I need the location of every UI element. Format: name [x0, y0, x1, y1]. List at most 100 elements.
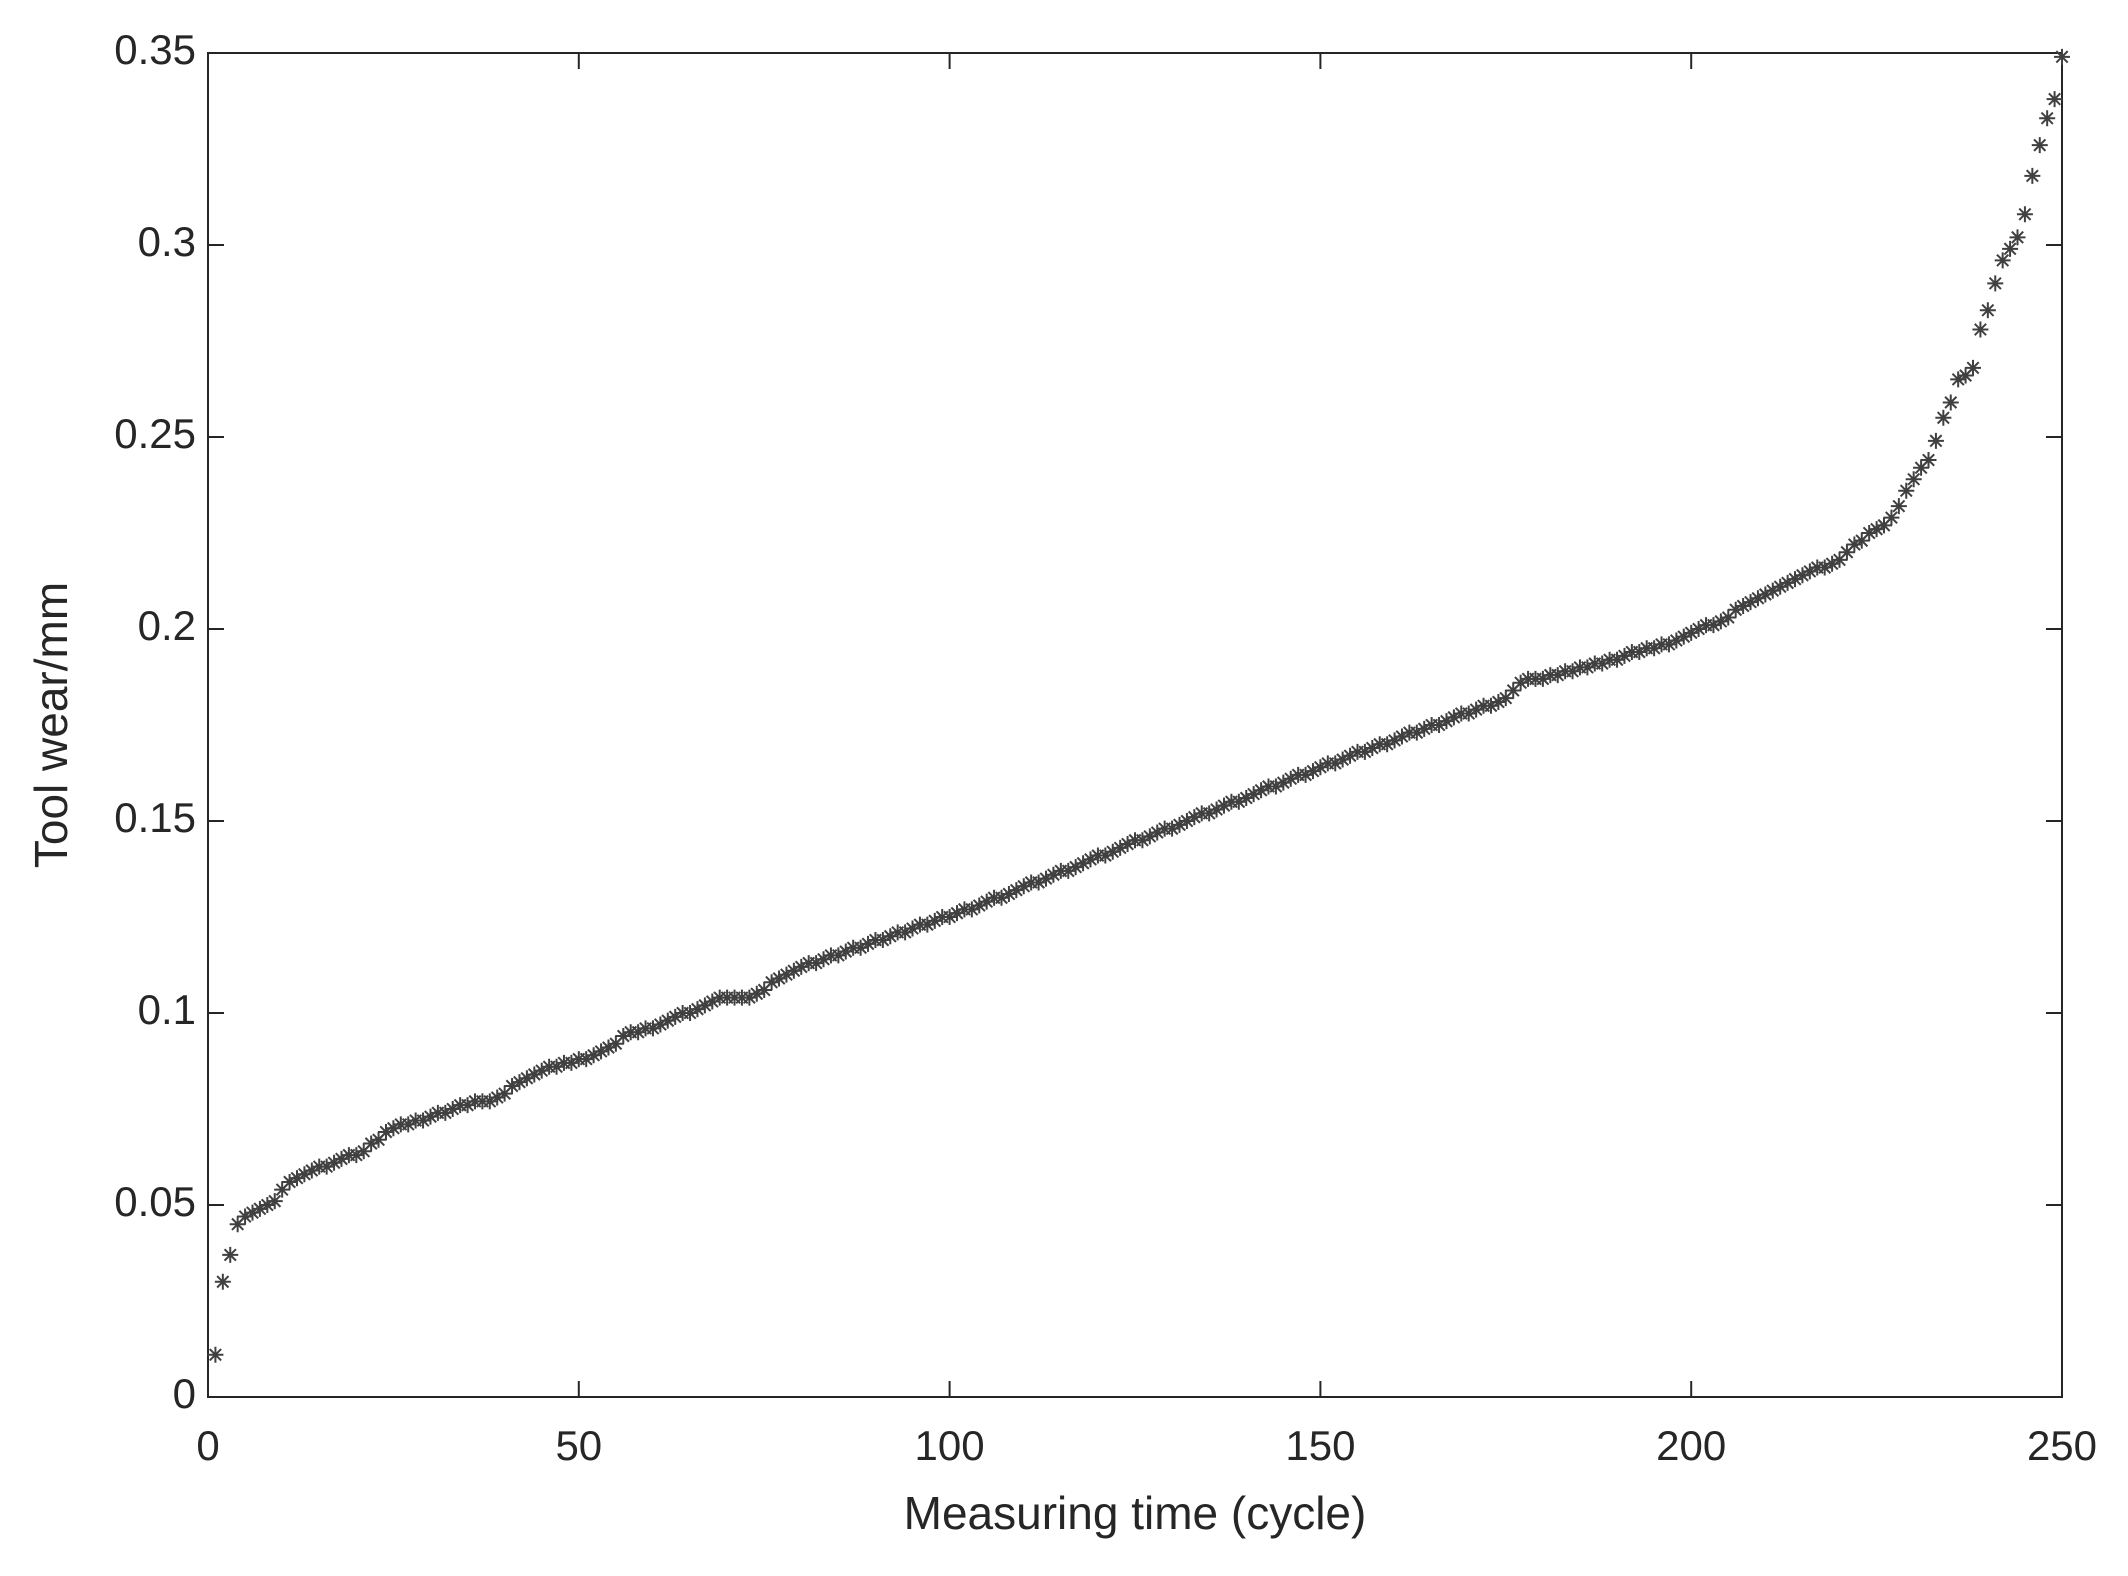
y-tick-label: 0.05	[114, 1178, 196, 1225]
point	[1898, 482, 1915, 499]
point	[1942, 394, 1959, 411]
point	[593, 1043, 610, 1060]
x-axis-label: Measuring time (cycle)	[904, 1487, 1367, 1539]
point	[400, 1116, 417, 1133]
point	[1334, 751, 1351, 768]
point	[1171, 816, 1188, 833]
point	[1149, 824, 1166, 841]
point	[1727, 601, 1744, 618]
point	[644, 1020, 661, 1037]
point	[1824, 555, 1841, 572]
point	[652, 1016, 669, 1033]
point	[2009, 229, 2026, 246]
point	[526, 1066, 543, 1083]
point	[1927, 432, 1944, 449]
point	[1364, 740, 1381, 757]
point	[1067, 859, 1084, 876]
point	[281, 1173, 298, 1190]
point	[1972, 321, 1989, 338]
point	[377, 1124, 394, 1141]
point	[1764, 582, 1781, 599]
point	[318, 1158, 335, 1175]
point	[1468, 701, 1485, 718]
point	[1683, 624, 1700, 641]
point	[1609, 651, 1626, 668]
point	[288, 1170, 305, 1187]
point	[1579, 659, 1596, 676]
point	[1646, 640, 1663, 657]
point	[1846, 536, 1863, 553]
point	[548, 1058, 565, 1075]
point	[1712, 613, 1729, 630]
x-tick-label: 250	[2027, 1422, 2097, 1469]
point	[1838, 544, 1855, 561]
point	[1549, 667, 1566, 684]
point	[2039, 110, 2056, 127]
point	[1660, 636, 1677, 653]
y-tick-label: 0	[173, 1370, 196, 1417]
point	[511, 1074, 528, 1091]
point	[1215, 797, 1232, 814]
point	[415, 1112, 432, 1129]
point	[667, 1008, 684, 1025]
point	[741, 989, 758, 1006]
point	[2031, 137, 2048, 154]
point	[1282, 770, 1299, 787]
point	[1245, 786, 1262, 803]
point	[1631, 644, 1648, 661]
point	[2054, 48, 2070, 65]
point	[971, 897, 988, 914]
point	[1979, 302, 1996, 319]
point	[563, 1054, 580, 1071]
point	[1000, 885, 1017, 902]
x-tick-label: 100	[915, 1422, 985, 1469]
point	[274, 1181, 291, 1198]
point	[2024, 167, 2041, 184]
point	[363, 1135, 380, 1152]
point	[496, 1085, 513, 1102]
point	[1075, 855, 1092, 872]
y-tick-label: 0.15	[114, 794, 196, 841]
point	[1164, 820, 1181, 837]
point	[1512, 674, 1529, 691]
point	[1134, 832, 1151, 849]
point	[778, 966, 795, 983]
point	[244, 1204, 261, 1221]
point	[1482, 697, 1499, 714]
point	[978, 893, 995, 910]
point	[1342, 747, 1359, 764]
point	[518, 1070, 535, 1087]
point	[2002, 240, 2019, 257]
point	[1749, 590, 1766, 607]
point	[1965, 359, 1982, 376]
point	[1253, 782, 1270, 799]
point	[1008, 882, 1025, 899]
point	[1490, 693, 1507, 710]
point	[1097, 847, 1114, 864]
point	[1787, 571, 1804, 588]
point	[1060, 862, 1077, 879]
point	[1594, 655, 1611, 672]
point	[1431, 717, 1448, 733]
x-tick-label: 200	[1656, 1422, 1726, 1469]
point	[1201, 805, 1218, 822]
point	[1705, 617, 1722, 634]
point	[1460, 705, 1477, 722]
point	[756, 981, 773, 998]
point	[1564, 663, 1581, 680]
y-tick-label: 0.1	[138, 986, 196, 1033]
point	[370, 1131, 387, 1148]
point	[748, 985, 765, 1002]
point	[1957, 367, 1974, 384]
point	[600, 1039, 617, 1056]
point	[963, 901, 980, 918]
point	[422, 1108, 439, 1125]
point	[1861, 525, 1878, 541]
point	[2046, 91, 2063, 108]
point	[444, 1101, 461, 1117]
point	[941, 909, 958, 925]
point	[1045, 866, 1062, 883]
point	[1015, 878, 1032, 895]
point	[214, 1273, 231, 1290]
point	[1935, 409, 1952, 426]
